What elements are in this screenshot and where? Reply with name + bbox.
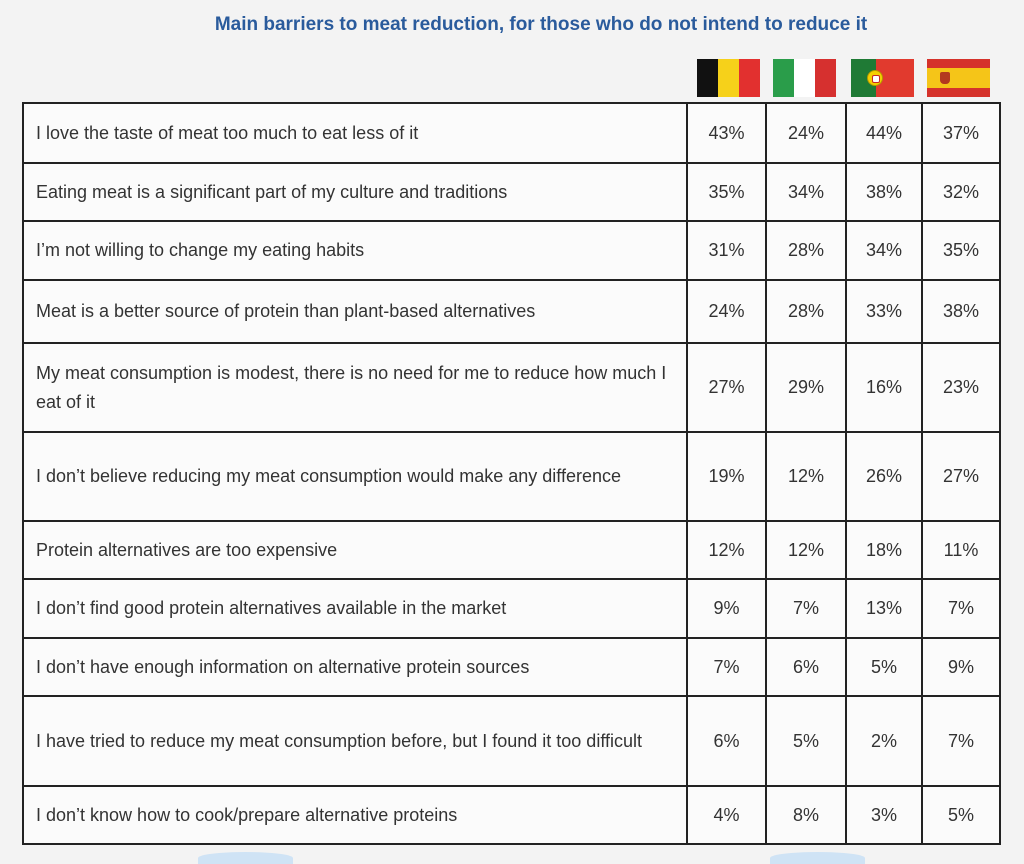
value-cell: 3% <box>845 785 923 845</box>
portugal-emblem-icon <box>867 70 883 86</box>
value-cell: 11% <box>921 520 1001 580</box>
value-cell: 28% <box>765 279 847 344</box>
value-cell: 24% <box>765 102 847 164</box>
value-cell: 16% <box>845 342 923 433</box>
barrier-label: I have tried to reduce my meat consumpti… <box>22 695 688 787</box>
value-cell: 28% <box>765 220 847 281</box>
value-cell: 35% <box>686 162 767 222</box>
table-row: I don’t believe reducing my meat consump… <box>22 431 1001 522</box>
value-cell: 9% <box>686 578 767 639</box>
barrier-label: I’m not willing to change my eating habi… <box>22 220 688 281</box>
table-row: I don’t know how to cook/prepare alterna… <box>22 785 1001 845</box>
barrier-label: I don’t know how to cook/prepare alterna… <box>22 785 688 845</box>
value-cell: 13% <box>845 578 923 639</box>
value-cell: 19% <box>686 431 767 522</box>
italy-flag <box>773 59 836 97</box>
barrier-label: I love the taste of meat too much to eat… <box>22 102 688 164</box>
value-cell: 24% <box>686 279 767 344</box>
table-row: Protein alternatives are too expensive 12… <box>22 520 1001 580</box>
value-cell: 23% <box>921 342 1001 433</box>
value-cell: 35% <box>921 220 1001 281</box>
value-cell: 5% <box>921 785 1001 845</box>
value-cell: 33% <box>845 279 923 344</box>
table-row: Meat is a better source of protein than … <box>22 279 1001 344</box>
barrier-label: My meat consumption is modest, there is … <box>22 342 688 433</box>
table-row: Eating meat is a significant part of my … <box>22 162 1001 222</box>
barrier-label: I don’t believe reducing my meat consump… <box>22 431 688 522</box>
value-cell: 5% <box>845 637 923 697</box>
value-cell: 38% <box>845 162 923 222</box>
barrier-label: Meat is a better source of protein than … <box>22 279 688 344</box>
value-cell: 5% <box>765 695 847 787</box>
table-row: I don’t have enough information on alter… <box>22 637 1001 697</box>
table-row: My meat consumption is modest, there is … <box>22 342 1001 433</box>
background-shape <box>198 852 293 864</box>
barrier-label: I don’t find good protein alternatives a… <box>22 578 688 639</box>
barrier-label: Eating meat is a significant part of my … <box>22 162 688 222</box>
chart-title: Main barriers to meat reduction, for tho… <box>214 14 868 35</box>
barriers-table: I love the taste of meat too much to eat… <box>22 102 1001 845</box>
value-cell: 29% <box>765 342 847 433</box>
value-cell: 7% <box>765 578 847 639</box>
value-cell: 32% <box>921 162 1001 222</box>
value-cell: 4% <box>686 785 767 845</box>
value-cell: 8% <box>765 785 847 845</box>
value-cell: 26% <box>845 431 923 522</box>
value-cell: 6% <box>765 637 847 697</box>
background-shape <box>770 852 865 864</box>
portugal-flag <box>851 59 914 97</box>
value-cell: 43% <box>686 102 767 164</box>
value-cell: 12% <box>765 520 847 580</box>
value-cell: 34% <box>765 162 847 222</box>
spain-crest-icon <box>940 72 950 84</box>
value-cell: 44% <box>845 102 923 164</box>
table-row: I love the taste of meat too much to eat… <box>22 102 1001 164</box>
value-cell: 12% <box>765 431 847 522</box>
table-row: I don’t find good protein alternatives a… <box>22 578 1001 639</box>
belgium-flag <box>697 59 760 97</box>
value-cell: 38% <box>921 279 1001 344</box>
value-cell: 6% <box>686 695 767 787</box>
value-cell: 27% <box>686 342 767 433</box>
value-cell: 18% <box>845 520 923 580</box>
value-cell: 9% <box>921 637 1001 697</box>
value-cell: 34% <box>845 220 923 281</box>
barrier-label: Protein alternatives are too expensive <box>22 520 688 580</box>
spain-flag <box>927 59 990 97</box>
barrier-label: I don’t have enough information on alter… <box>22 637 688 697</box>
value-cell: 12% <box>686 520 767 580</box>
flag-header <box>0 59 1024 98</box>
value-cell: 7% <box>921 578 1001 639</box>
value-cell: 7% <box>921 695 1001 787</box>
table-row: I’m not willing to change my eating habi… <box>22 220 1001 281</box>
value-cell: 37% <box>921 102 1001 164</box>
value-cell: 7% <box>686 637 767 697</box>
value-cell: 27% <box>921 431 1001 522</box>
value-cell: 2% <box>845 695 923 787</box>
value-cell: 31% <box>686 220 767 281</box>
table-row: I have tried to reduce my meat consumpti… <box>22 695 1001 787</box>
